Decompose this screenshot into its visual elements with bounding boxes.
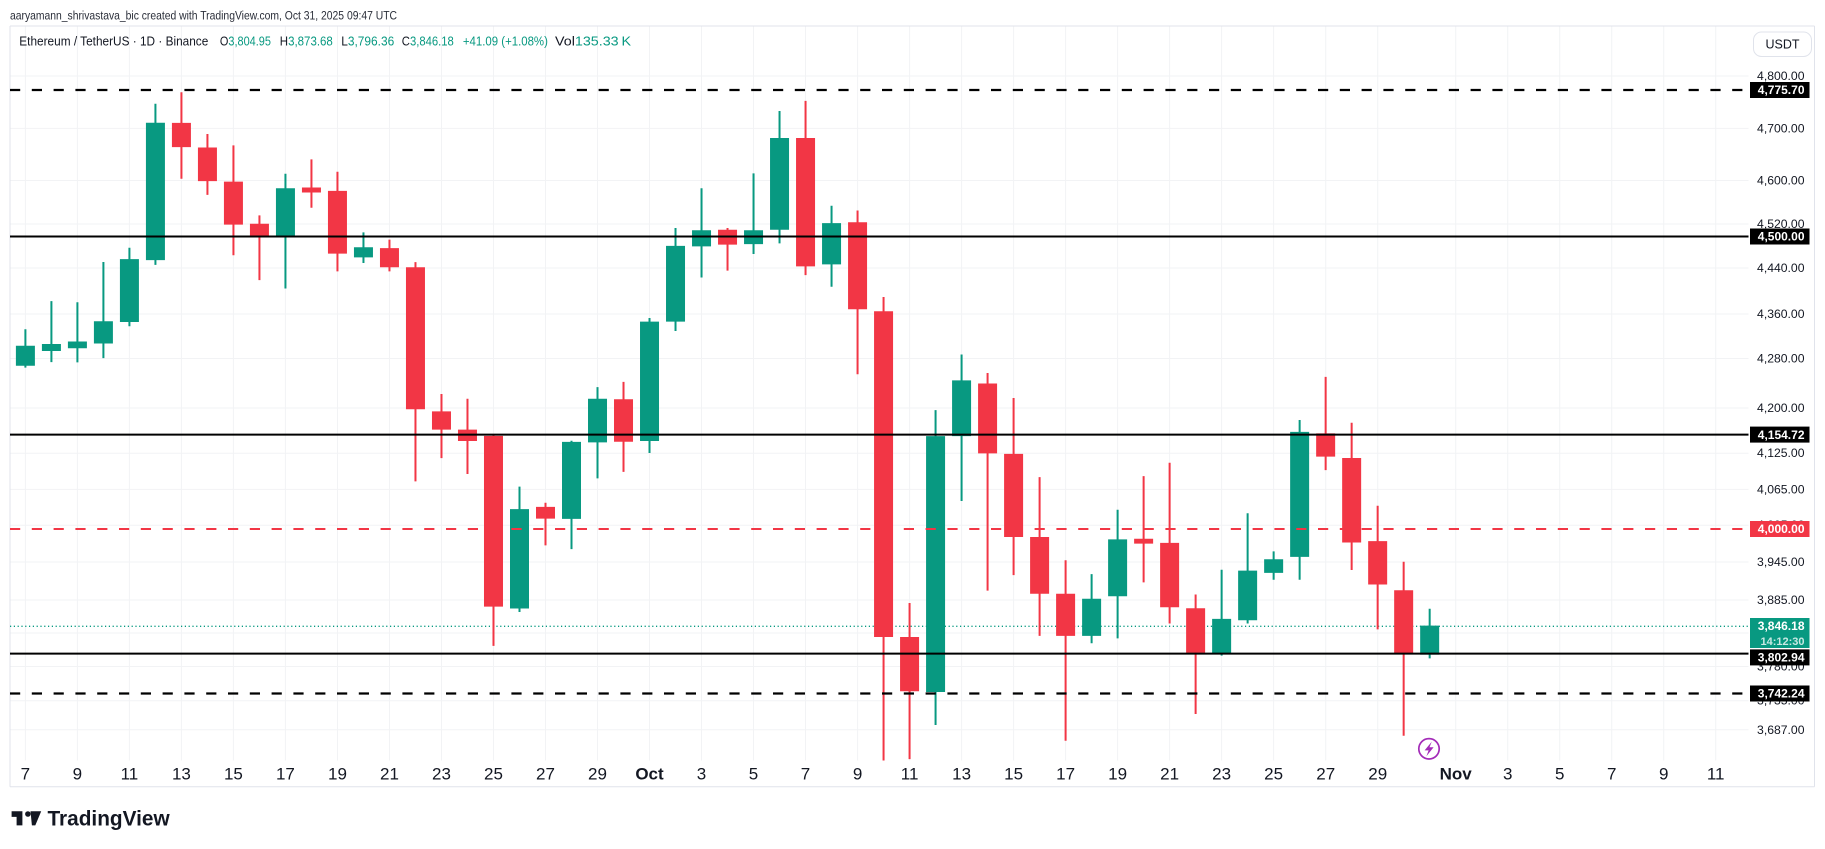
svg-text:4,775.70: 4,775.70 — [1758, 83, 1805, 97]
svg-text:13: 13 — [172, 765, 191, 784]
svg-text:29: 29 — [588, 765, 607, 784]
svg-text:11: 11 — [121, 765, 139, 784]
svg-text:C3,846.18: C3,846.18 — [402, 34, 454, 49]
svg-text:17: 17 — [1056, 765, 1075, 784]
svg-text:3: 3 — [1503, 765, 1512, 784]
svg-text:Oct: Oct — [635, 765, 664, 784]
svg-text:O3,804.95: O3,804.95 — [220, 34, 271, 49]
svg-text:4,600.00: 4,600.00 — [1757, 174, 1805, 188]
svg-text:15: 15 — [1004, 765, 1023, 784]
svg-text:Ethereum / TetherUS · 1D · Bin: Ethereum / TetherUS · 1D · Binance — [19, 34, 208, 49]
svg-text:7: 7 — [801, 765, 810, 784]
svg-text:11: 11 — [1707, 765, 1725, 784]
svg-text:+41.09 (+1.08%): +41.09 (+1.08%) — [463, 34, 548, 49]
svg-text:17: 17 — [276, 765, 295, 784]
svg-text:7: 7 — [1607, 765, 1616, 784]
svg-text:27: 27 — [1316, 765, 1335, 784]
svg-text:25: 25 — [1264, 765, 1283, 784]
svg-text:4,280.00: 4,280.00 — [1757, 352, 1805, 366]
svg-text:3,885.00: 3,885.00 — [1757, 593, 1805, 607]
svg-text:4,700.00: 4,700.00 — [1757, 121, 1805, 135]
svg-text:aaryamann_shrivastava_bic crea: aaryamann_shrivastava_bic created with T… — [10, 9, 397, 23]
svg-text:Nov: Nov — [1440, 765, 1473, 784]
svg-text:USDT: USDT — [1765, 38, 1799, 52]
svg-text:4,000.00: 4,000.00 — [1758, 522, 1805, 536]
svg-text:27: 27 — [536, 765, 555, 784]
svg-text:15: 15 — [224, 765, 243, 784]
svg-text:23: 23 — [432, 765, 451, 784]
svg-text:H3,873.68: H3,873.68 — [280, 34, 333, 49]
svg-text:5: 5 — [1555, 765, 1564, 784]
svg-text:4,800.00: 4,800.00 — [1757, 69, 1805, 83]
svg-text:3: 3 — [697, 765, 706, 784]
svg-text:29: 29 — [1368, 765, 1387, 784]
svg-text:4,065.00: 4,065.00 — [1757, 482, 1805, 496]
svg-text:7: 7 — [21, 765, 30, 784]
svg-text:4,154.72: 4,154.72 — [1758, 428, 1805, 442]
svg-text:3,802.94: 3,802.94 — [1758, 651, 1805, 665]
svg-text:25: 25 — [484, 765, 503, 784]
svg-text:13: 13 — [952, 765, 971, 784]
svg-text:3,687.00: 3,687.00 — [1757, 723, 1805, 737]
svg-text:L3,796.36: L3,796.36 — [341, 34, 394, 49]
svg-text:9: 9 — [1659, 765, 1668, 784]
svg-text:5: 5 — [749, 765, 758, 784]
svg-text:4,125.00: 4,125.00 — [1757, 446, 1805, 460]
svg-text:11: 11 — [901, 765, 919, 784]
svg-text:9: 9 — [73, 765, 82, 784]
svg-text:3,945.00: 3,945.00 — [1757, 555, 1805, 569]
svg-text:3,742.24: 3,742.24 — [1758, 687, 1805, 701]
svg-text:21: 21 — [380, 765, 399, 784]
svg-text:TradingView: TradingView — [48, 808, 171, 831]
svg-text:21: 21 — [1160, 765, 1179, 784]
svg-text:4,520.00: 4,520.00 — [1757, 217, 1805, 231]
svg-text:4,500.00: 4,500.00 — [1758, 230, 1805, 244]
svg-text:14:12:30: 14:12:30 — [1760, 636, 1804, 648]
svg-text:3,846.18: 3,846.18 — [1758, 619, 1805, 633]
svg-text:9: 9 — [853, 765, 862, 784]
svg-text:4,200.00: 4,200.00 — [1757, 401, 1805, 415]
svg-text:19: 19 — [1108, 765, 1127, 784]
svg-text:19: 19 — [328, 765, 347, 784]
svg-text:23: 23 — [1212, 765, 1231, 784]
svg-text:4,440.00: 4,440.00 — [1757, 261, 1805, 275]
svg-text:4,360.00: 4,360.00 — [1757, 307, 1805, 321]
